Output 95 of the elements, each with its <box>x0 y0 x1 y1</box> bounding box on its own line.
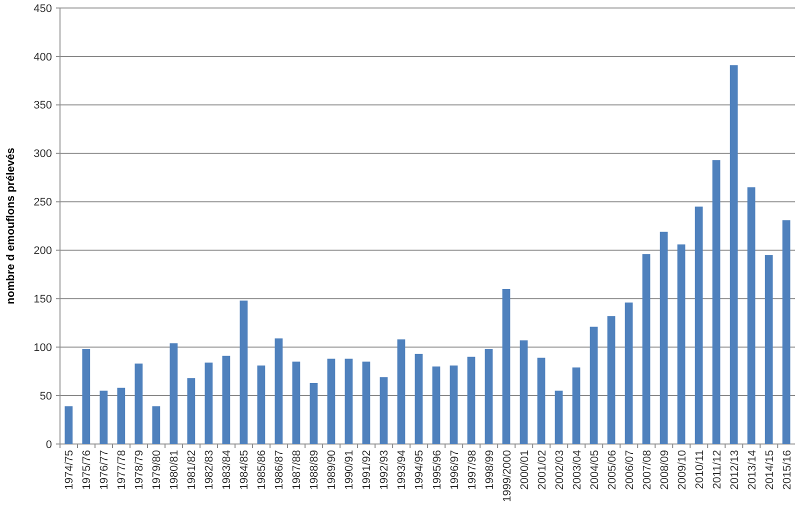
bar <box>660 232 668 444</box>
bar <box>187 378 196 444</box>
bar <box>274 338 283 444</box>
bar <box>554 390 563 444</box>
x-tick-label: 2003/04 <box>571 450 584 490</box>
bar <box>292 362 300 444</box>
x-tick-label: 1998/99 <box>484 450 496 490</box>
x-tick-label: 1980/81 <box>168 450 181 490</box>
bar <box>624 302 633 444</box>
bar <box>450 366 458 444</box>
x-tick-label: 1985/86 <box>256 450 268 490</box>
x-tick-label: 2002/03 <box>554 450 566 490</box>
x-tick-label: 2011/12 <box>711 450 724 489</box>
bar <box>712 160 720 444</box>
bar <box>82 349 90 444</box>
y-tick-label: 400 <box>34 51 52 64</box>
bar <box>590 326 598 444</box>
x-tick-label: 1990/91 <box>344 450 356 490</box>
bar <box>764 255 773 444</box>
bar <box>607 316 616 444</box>
bar <box>642 254 650 444</box>
bar <box>134 364 143 444</box>
x-tick-label: 2005/06 <box>606 450 618 490</box>
y-tick-label: 0 <box>46 438 52 451</box>
bar <box>152 406 160 444</box>
x-tick-label: 1992/93 <box>378 450 391 490</box>
bar <box>117 388 126 444</box>
x-tick-label: 1983/84 <box>221 450 234 490</box>
bar <box>520 340 528 444</box>
x-tick-label: 1982/83 <box>204 450 216 490</box>
bar <box>502 288 510 444</box>
x-tick-label: 1994/95 <box>414 450 426 490</box>
x-tick-label: 1977/78 <box>116 450 128 490</box>
bar <box>730 65 738 444</box>
x-tick-label: 1976/77 <box>98 450 111 490</box>
y-tick-label: 50 <box>40 390 52 402</box>
bar <box>782 220 790 444</box>
x-tick-label: 1979/80 <box>151 450 164 490</box>
bar <box>432 366 440 444</box>
x-tick-label: 2014/15 <box>764 450 776 490</box>
bar <box>572 367 580 444</box>
x-tick-label: 1996/97 <box>448 450 461 490</box>
x-tick-label: 1997/98 <box>466 450 478 490</box>
y-tick-label: 200 <box>34 245 52 258</box>
x-tick-label: 1975/76 <box>81 450 94 490</box>
y-axis-title: nombre d emouflons prélevés <box>5 148 17 304</box>
x-tick-label: 1987/88 <box>291 450 304 490</box>
bar <box>694 206 703 444</box>
x-tick-label: 2009/10 <box>676 450 688 490</box>
bar <box>484 349 493 444</box>
bar <box>327 358 336 444</box>
y-tick-label: 100 <box>34 342 52 354</box>
x-tick-label: 2013/14 <box>746 450 758 490</box>
bar <box>414 354 423 444</box>
y-tick-label: 150 <box>34 294 52 306</box>
bar <box>170 343 178 444</box>
bar <box>257 366 266 444</box>
bar <box>222 356 230 444</box>
x-tick-label: 1991/92 <box>361 450 374 490</box>
x-tick-label: 1999/2000 <box>501 450 514 502</box>
x-tick-label: 2015/16 <box>781 450 794 490</box>
bar <box>380 377 388 444</box>
x-tick-label: 1989/90 <box>326 450 338 490</box>
bar <box>100 390 108 444</box>
x-tick-label: 2001/02 <box>536 450 548 490</box>
y-tick-label: 350 <box>34 100 52 112</box>
bar <box>310 382 318 444</box>
x-tick-label: 1974/75 <box>64 450 76 490</box>
bar <box>537 358 546 444</box>
x-tick-label: 1988/89 <box>308 450 321 490</box>
x-tick-label: 2006/07 <box>624 450 636 490</box>
bar <box>344 358 353 444</box>
x-tick-label: 1993/94 <box>396 450 408 490</box>
x-tick-label: 2008/09 <box>658 450 671 490</box>
x-tick-label: 2007/08 <box>641 450 654 490</box>
bar <box>467 356 476 444</box>
bar <box>204 362 213 444</box>
bar <box>747 187 756 444</box>
x-tick-label: 2010/11 <box>694 450 706 489</box>
bar <box>362 362 370 444</box>
x-tick-label: 1984/85 <box>238 450 251 490</box>
bar <box>397 339 406 444</box>
y-tick-label: 450 <box>34 2 52 15</box>
x-tick-label: 1978/79 <box>134 450 146 490</box>
bar <box>677 244 686 444</box>
y-tick-label: 250 <box>34 196 52 209</box>
x-tick-label: 1981/82 <box>186 450 198 490</box>
x-tick-label: 2000/01 <box>518 450 531 490</box>
x-tick-label: 2012/13 <box>728 450 741 490</box>
bar <box>240 300 248 444</box>
x-tick-label: 2004/05 <box>588 450 601 490</box>
x-tick-label: 1986/87 <box>274 450 286 490</box>
y-tick-label: 300 <box>34 148 52 160</box>
bar <box>64 406 73 444</box>
x-tick-label: 1995/96 <box>431 450 444 490</box>
